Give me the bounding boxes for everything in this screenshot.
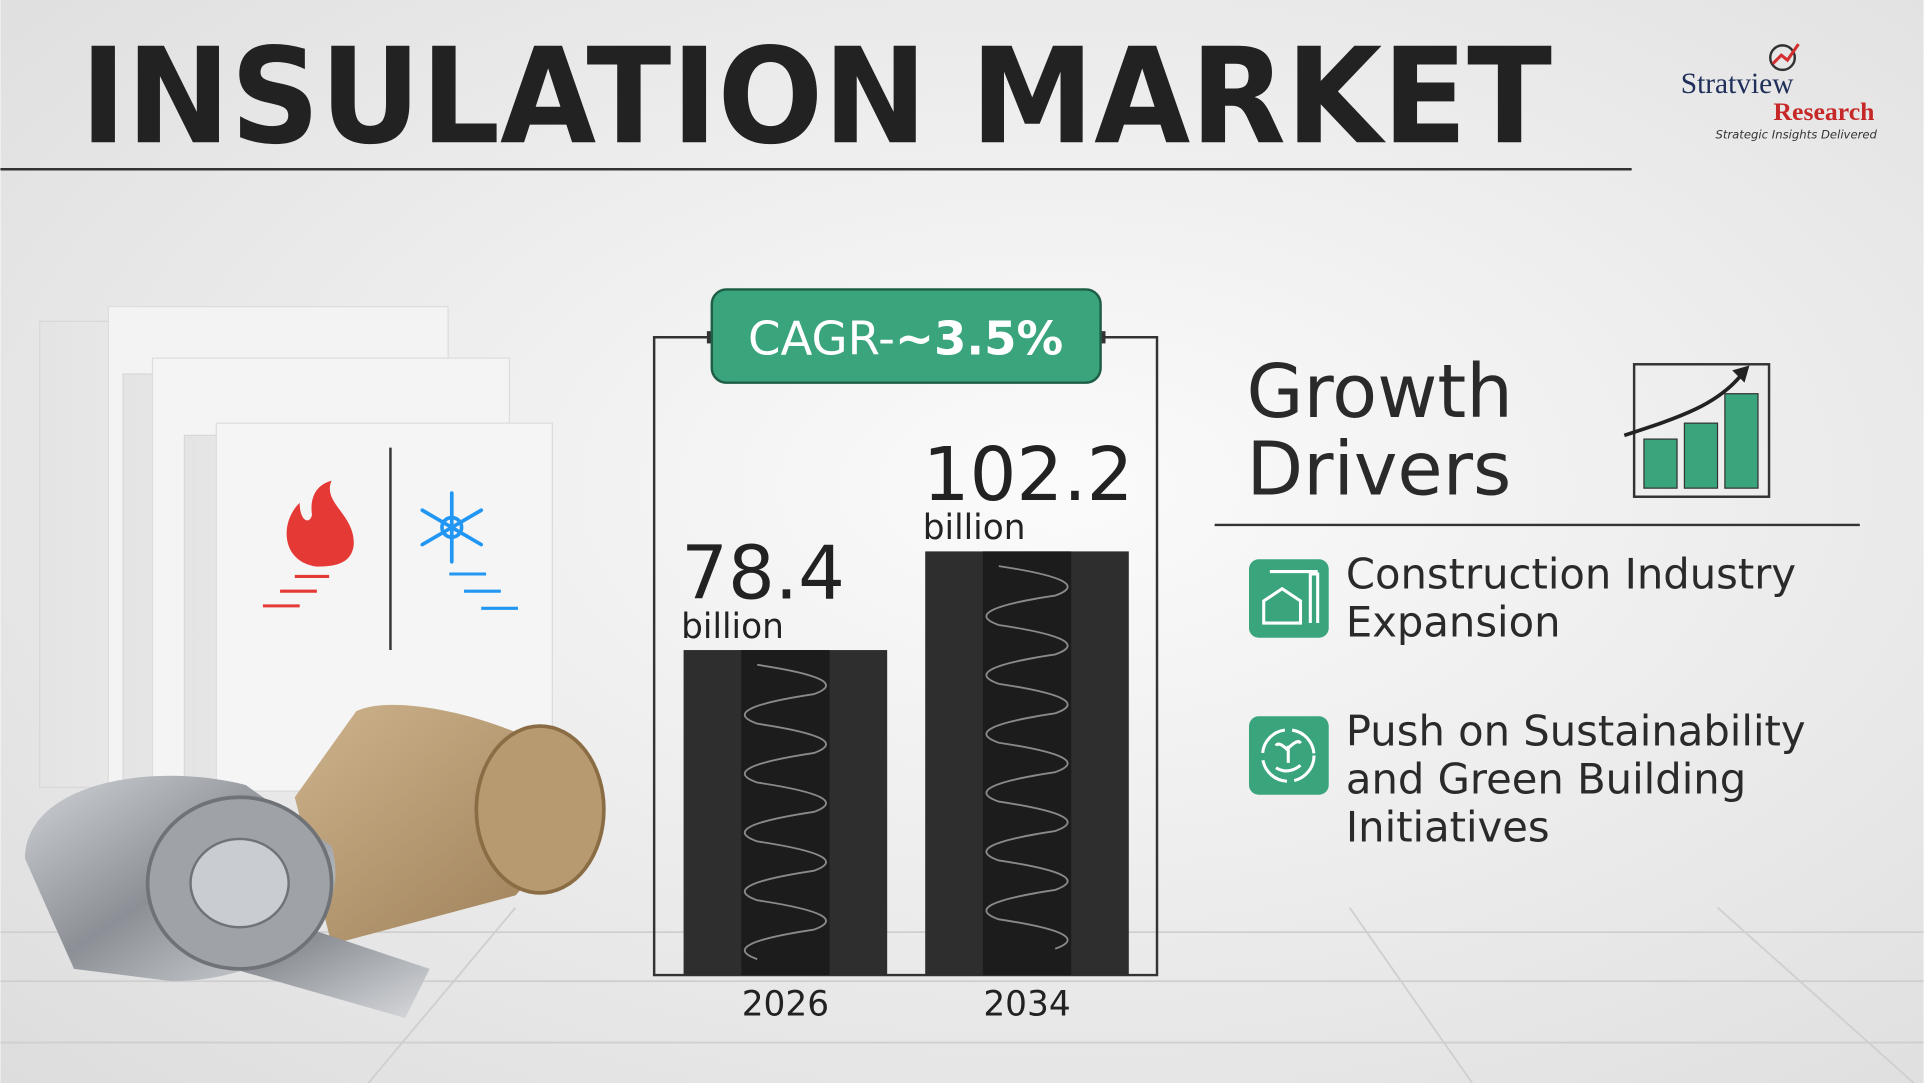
cold-arrows bbox=[449, 572, 519, 610]
bar-stripe bbox=[741, 650, 830, 976]
unit-label: billion bbox=[923, 508, 1026, 548]
driver-text: Push on Sustainability bbox=[1346, 707, 1806, 756]
driver-icon bbox=[1249, 716, 1329, 795]
logo-name: Stratview bbox=[1681, 68, 1795, 100]
driver-text: Construction Industry bbox=[1346, 550, 1796, 599]
driver-text: Expansion bbox=[1346, 598, 1561, 647]
wool-roll-end bbox=[474, 724, 606, 895]
unit-label: billion bbox=[681, 607, 784, 647]
snowflake-icon bbox=[420, 491, 484, 564]
cagr-label: CAGR- bbox=[748, 311, 895, 365]
growth-icon bbox=[1623, 363, 1771, 498]
value-label: 102.2 bbox=[923, 433, 1134, 518]
cagr-value: ~3.5% bbox=[895, 311, 1063, 365]
bar-coil bbox=[985, 565, 1069, 950]
logo-icon bbox=[1769, 44, 1797, 72]
logo-tagline: Strategic Insights Delivered bbox=[1715, 128, 1877, 142]
flame-icon bbox=[286, 480, 354, 567]
x-tick-label: 2034 bbox=[983, 985, 1070, 1025]
driver-icon bbox=[1249, 559, 1329, 638]
drivers-title: Drivers bbox=[1247, 427, 1512, 512]
driver-text: and Green Building bbox=[1346, 755, 1746, 804]
driver-text: Initiatives bbox=[1346, 802, 1550, 851]
drivers-title: Growth bbox=[1247, 350, 1513, 435]
page-title: INSULATION MARKET bbox=[80, 20, 1552, 174]
illustration bbox=[24, 306, 606, 1018]
logo-arrow bbox=[1771, 43, 1800, 65]
x-tick-label: 2026 bbox=[742, 985, 829, 1025]
bar-stripe bbox=[982, 551, 1072, 976]
logo: Stratview Research Strategic Insights De… bbox=[1681, 43, 1878, 142]
cagr-box bbox=[710, 288, 1102, 384]
value-label: 78.4 bbox=[681, 532, 845, 617]
heat-arrows bbox=[262, 574, 330, 608]
cagr-text: CAGR-~3.5% bbox=[748, 311, 1063, 365]
chart-frame bbox=[652, 336, 1159, 977]
foil-roll-core bbox=[189, 837, 290, 929]
bar-coil bbox=[743, 663, 827, 961]
logo-sub: Research bbox=[1773, 97, 1874, 126]
